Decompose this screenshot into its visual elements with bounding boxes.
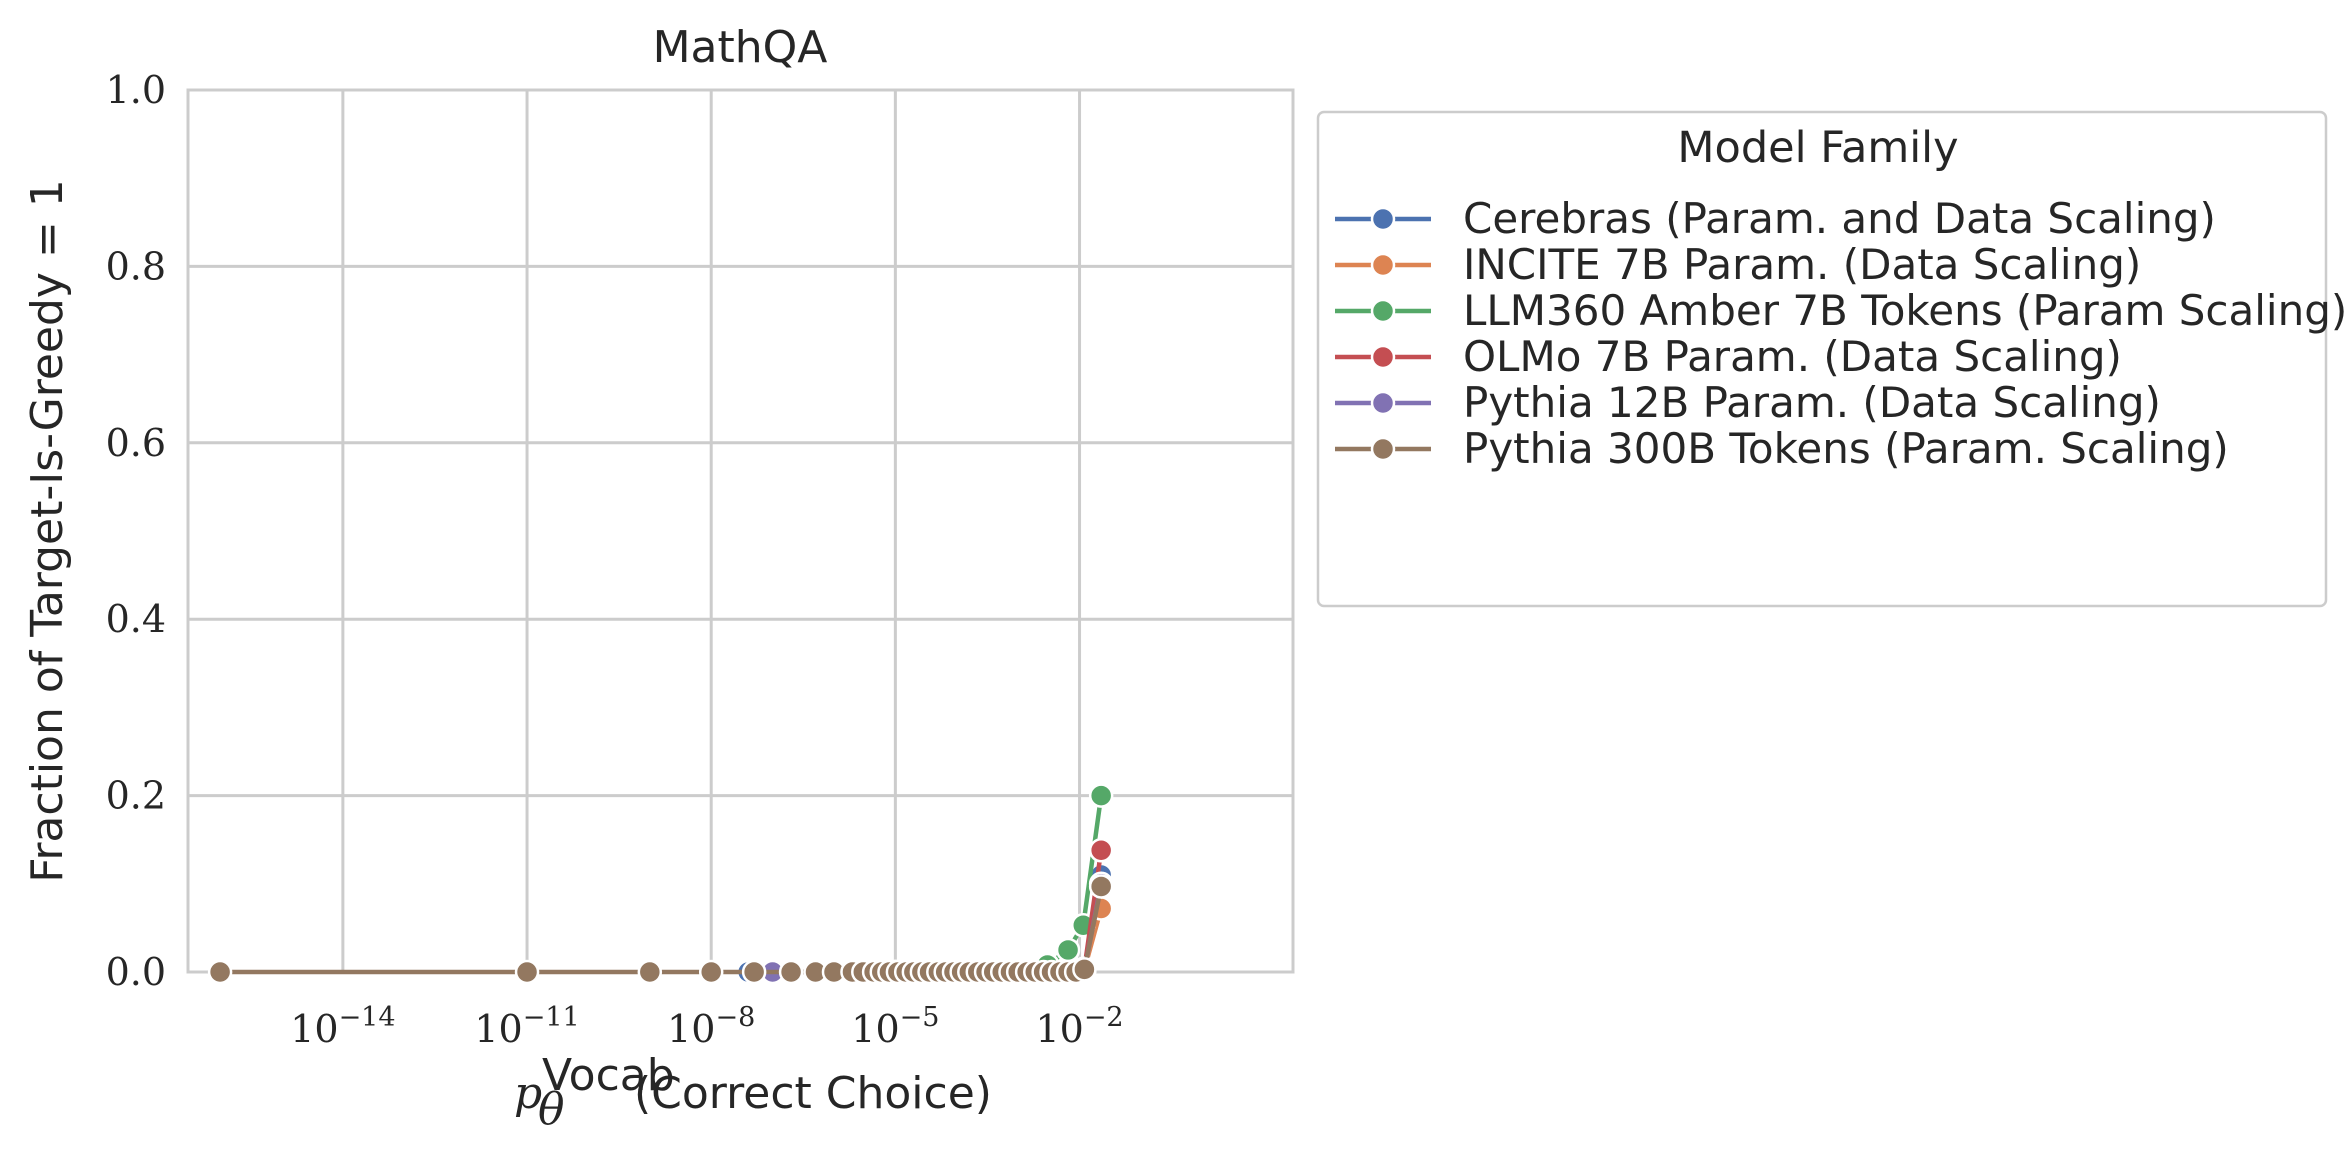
legend-label: Pythia 300B Tokens (Param. Scaling) <box>1463 424 2229 473</box>
x-axis-label-base: p <box>514 1068 542 1119</box>
x-tick-label: 10−14 <box>290 1002 395 1051</box>
legend-marker <box>1370 436 1396 462</box>
legend-item: Cerebras (Param. and Data Scaling) <box>1335 194 2216 243</box>
data-point <box>207 959 233 985</box>
legend-item: LLM360 Amber 7B Tokens (Param Scaling) <box>1335 286 2347 335</box>
series-6 <box>207 874 1114 985</box>
legend-title: Model Family <box>1677 123 1958 173</box>
legend-item: Pythia 300B Tokens (Param. Scaling) <box>1335 424 2229 473</box>
legend-items: Cerebras (Param. and Data Scaling)INCITE… <box>1335 194 2347 473</box>
x-axis-label: p θ Vocab (Correct Choice) <box>514 1050 992 1135</box>
legend-label: Pythia 12B Param. (Data Scaling) <box>1463 378 2161 427</box>
legend-box <box>1316 110 2328 608</box>
x-tick-label: 10−8 <box>667 1002 755 1051</box>
data-point <box>741 959 767 985</box>
chart-title: MathQA <box>653 22 828 73</box>
y-axis-label: Fraction of Target-Is-Greedy = 1 <box>22 179 73 883</box>
legend: Model Family Cerebras (Param. and Data S… <box>1316 110 2347 608</box>
y-tick-label: 1.0 <box>106 68 166 112</box>
legend-item: OLMo 7B Param. (Data Scaling) <box>1335 332 2122 381</box>
legend-label: OLMo 7B Param. (Data Scaling) <box>1463 332 2122 381</box>
x-tick-label: 10−11 <box>474 1002 579 1051</box>
legend-marker <box>1370 298 1396 324</box>
legend-label: INCITE 7B Param. (Data Scaling) <box>1463 240 2141 289</box>
x-axis-label-subscript: θ <box>538 1084 565 1135</box>
data-point <box>514 959 540 985</box>
data-point <box>1088 838 1114 863</box>
x-tick-label: 10−2 <box>1035 1002 1123 1051</box>
series-layer <box>207 783 1114 985</box>
legend-item: Pythia 12B Param. (Data Scaling) <box>1335 378 2161 427</box>
y-tick-label: 0.2 <box>106 774 166 818</box>
x-axis-label-superscript: Vocab <box>542 1050 675 1101</box>
data-point <box>698 959 724 985</box>
legend-item: INCITE 7B Param. (Data Scaling) <box>1335 240 2141 289</box>
y-tick-label: 0.8 <box>106 244 166 288</box>
tick-labels: 0.0 0.2 0.4 0.6 0.8 1.0 10−14 10−11 10−8 10−5 10−2 <box>106 68 1124 1051</box>
y-tick-label: 0.0 <box>106 950 166 994</box>
plot-area <box>188 90 1293 972</box>
data-point <box>1088 783 1114 808</box>
x-axis-label-suffix: (Correct Choice) <box>634 1068 992 1119</box>
y-tick-label: 0.4 <box>106 597 166 641</box>
legend-marker <box>1370 390 1396 416</box>
legend-label: Cerebras (Param. and Data Scaling) <box>1463 194 2216 243</box>
data-point <box>1055 937 1081 963</box>
legend-marker <box>1370 206 1396 232</box>
x-tick-label: 10−5 <box>851 1002 939 1051</box>
data-point <box>637 959 663 985</box>
legend-marker <box>1370 252 1396 278</box>
legend-label: LLM360 Amber 7B Tokens (Param Scaling) <box>1463 286 2347 335</box>
y-tick-label: 0.6 <box>106 421 166 465</box>
legend-marker <box>1370 344 1396 370</box>
data-point <box>1072 957 1097 982</box>
data-point <box>778 959 804 985</box>
data-point <box>1088 874 1114 899</box>
